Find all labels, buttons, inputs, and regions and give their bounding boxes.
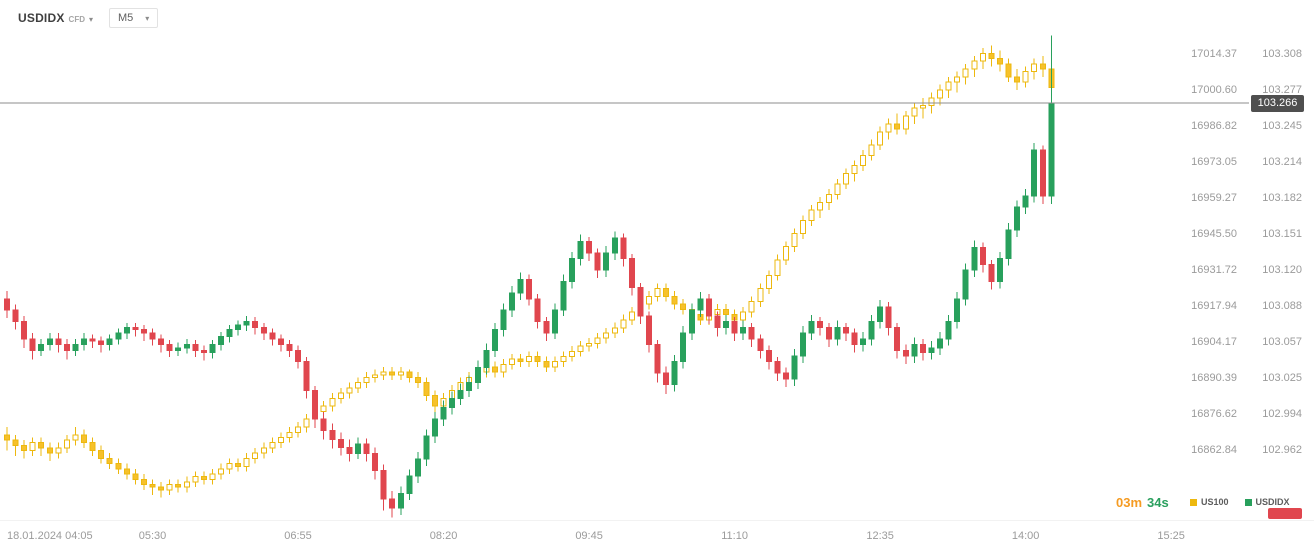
price-tick: 103.088 xyxy=(1262,300,1302,312)
legend-item-us100[interactable]: US100 xyxy=(1190,497,1229,507)
candle-countdown-timer: 03m 34s xyxy=(1116,495,1169,510)
timeframe-selector[interactable]: M5 ▾ xyxy=(109,8,159,28)
time-tick: 11:10 xyxy=(721,530,748,542)
countdown-minutes: 03m xyxy=(1116,495,1143,510)
price-tick: 17014.37 xyxy=(1191,48,1237,60)
countdown-seconds: 34s xyxy=(1147,495,1169,510)
usdidx-swatch-icon xyxy=(1244,498,1252,506)
time-tick: 08:20 xyxy=(429,530,458,542)
price-tick: 103.214 xyxy=(1262,156,1302,168)
price-tick: 103.151 xyxy=(1262,228,1302,240)
price-tick: 17000.60 xyxy=(1191,84,1237,96)
price-tick: 103.308 xyxy=(1262,48,1302,60)
symbol-name: USDIDX xyxy=(18,11,65,25)
symbol-selector[interactable]: USDIDX CFD ▾ xyxy=(18,11,93,25)
time-tick: 14:00 xyxy=(1011,530,1040,542)
time-tick: 05:30 xyxy=(138,530,167,542)
time-tick: 06:55 xyxy=(284,530,312,542)
timeframe-label: M5 xyxy=(118,12,134,24)
price-tick: 16931.72 xyxy=(1191,264,1237,276)
price-tick: 16986.82 xyxy=(1191,120,1237,132)
price-axis-usdidx[interactable]: 103.308 103.277 103.245 103.214 103.182 103.1… xyxy=(1250,0,1302,520)
price-tick: 103.245 xyxy=(1262,120,1302,132)
price-tick: 103.277 xyxy=(1262,84,1302,96)
price-tick: 16890.39 xyxy=(1191,372,1237,384)
legend-item-usdidx[interactable]: USDIDX xyxy=(1244,497,1290,507)
price-tick: 103.057 xyxy=(1262,336,1302,348)
price-tick: 16862.84 xyxy=(1191,444,1237,456)
red-pill-badge[interactable] xyxy=(1268,508,1302,519)
current-price-badge: 103.266 xyxy=(1251,94,1304,112)
us100-swatch-icon xyxy=(1190,498,1197,506)
price-tick: 16959.27 xyxy=(1191,192,1237,204)
time-tick: 09:45 xyxy=(575,530,603,542)
price-tick: 103.182 xyxy=(1262,192,1302,204)
chevron-down-icon: ▾ xyxy=(145,13,150,23)
time-tick: 15:25 xyxy=(1157,530,1185,542)
symbol-type-badge: CFD xyxy=(68,15,85,24)
price-tick: 16917.94 xyxy=(1191,300,1237,312)
price-tick: 103.025 xyxy=(1262,372,1302,384)
time-axis[interactable]: 18.01.2024 04:05 05:30 06:55 08:20 09:45 11:1… xyxy=(0,520,1314,549)
price-tick: 16973.05 xyxy=(1191,156,1237,168)
time-tick: 12:35 xyxy=(866,530,894,542)
time-tick: 18.01.2024 04:05 xyxy=(7,530,93,542)
legend-label-us100: US100 xyxy=(1201,497,1229,507)
price-tick: 102.962 xyxy=(1262,444,1302,456)
price-tick: 102.994 xyxy=(1262,408,1302,420)
chevron-down-icon: ▾ xyxy=(89,15,94,24)
price-tick: 16945.50 xyxy=(1191,228,1237,240)
chart-legend: US100 USDIDX xyxy=(1190,497,1290,507)
price-tick: 16904.17 xyxy=(1191,336,1237,348)
price-chart-canvas[interactable] xyxy=(0,0,1314,520)
chart-header: USDIDX CFD ▾ M5 ▾ xyxy=(18,8,159,28)
legend-label-usdidx: USDIDX xyxy=(1255,497,1290,507)
price-tick: 16876.62 xyxy=(1191,408,1237,420)
price-axis-us100[interactable]: 17014.37 17000.60 16986.82 16973.05 16959.27… xyxy=(1185,0,1237,520)
price-tick: 103.120 xyxy=(1262,264,1302,276)
